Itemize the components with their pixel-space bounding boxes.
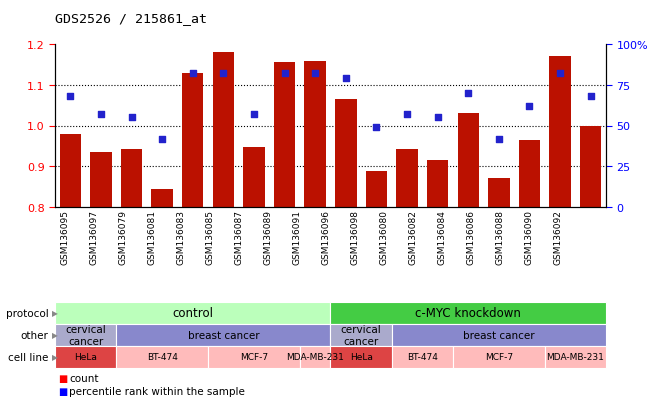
Text: ■: ■ <box>58 386 68 396</box>
Bar <box>90 153 111 207</box>
Text: GSM136086: GSM136086 <box>467 209 475 264</box>
Text: cervical
cancer: cervical cancer <box>340 325 381 346</box>
Bar <box>213 53 234 207</box>
Point <box>249 112 259 118</box>
Text: GSM136087: GSM136087 <box>234 209 243 264</box>
Text: cervical
cancer: cervical cancer <box>65 325 106 346</box>
Point <box>126 115 137 121</box>
Bar <box>458 114 479 207</box>
Bar <box>488 179 510 207</box>
Text: GSM136082: GSM136082 <box>408 209 417 264</box>
Bar <box>519 140 540 207</box>
Point <box>279 71 290 78</box>
Bar <box>274 63 296 207</box>
Text: other: other <box>21 330 48 340</box>
Text: GDS2526 / 215861_at: GDS2526 / 215861_at <box>55 12 207 25</box>
Text: MDA-MB-231: MDA-MB-231 <box>286 353 344 362</box>
Text: MCF-7: MCF-7 <box>485 353 513 362</box>
Text: MDA-MB-231: MDA-MB-231 <box>546 353 604 362</box>
Text: GSM136096: GSM136096 <box>322 209 331 264</box>
Text: breast cancer: breast cancer <box>463 330 534 340</box>
Text: GSM136095: GSM136095 <box>61 209 70 264</box>
Text: control: control <box>173 307 214 320</box>
Point <box>524 103 534 110</box>
Text: ■: ■ <box>58 373 68 383</box>
Text: cell line: cell line <box>8 352 48 362</box>
Text: GSM136089: GSM136089 <box>264 209 273 264</box>
Text: MCF-7: MCF-7 <box>240 353 268 362</box>
Point <box>463 90 473 97</box>
Text: GSM136097: GSM136097 <box>89 209 98 264</box>
Text: GSM136083: GSM136083 <box>176 209 186 264</box>
Text: GSM136081: GSM136081 <box>148 209 156 264</box>
Text: BT-474: BT-474 <box>407 353 437 362</box>
Point <box>65 94 76 100</box>
Bar <box>305 62 326 207</box>
Point <box>371 124 381 131</box>
Bar <box>549 57 571 207</box>
Point <box>432 115 443 121</box>
Text: HeLa: HeLa <box>350 353 372 362</box>
Text: GSM136080: GSM136080 <box>380 209 389 264</box>
Text: GSM136098: GSM136098 <box>350 209 359 264</box>
Bar <box>580 127 602 207</box>
Point <box>493 136 504 142</box>
Text: GSM136090: GSM136090 <box>525 209 534 264</box>
Text: ▶: ▶ <box>51 331 58 339</box>
Text: breast cancer: breast cancer <box>187 330 259 340</box>
Point <box>218 71 229 78</box>
Text: GSM136079: GSM136079 <box>118 209 128 264</box>
Bar <box>152 189 173 207</box>
Point <box>96 112 106 118</box>
Text: BT-474: BT-474 <box>146 353 178 362</box>
Point <box>187 71 198 78</box>
Text: percentile rank within the sample: percentile rank within the sample <box>69 386 245 396</box>
Bar <box>243 147 265 207</box>
Text: protocol: protocol <box>6 308 48 318</box>
Bar <box>182 74 204 207</box>
Bar <box>60 134 81 207</box>
Point <box>402 112 412 118</box>
Bar <box>335 100 357 207</box>
Text: GSM136092: GSM136092 <box>553 209 562 264</box>
Text: ▶: ▶ <box>51 353 58 362</box>
Point <box>157 136 167 142</box>
Text: GSM136088: GSM136088 <box>495 209 505 264</box>
Bar <box>427 160 449 207</box>
Text: HeLa: HeLa <box>74 353 97 362</box>
Bar <box>396 150 418 207</box>
Point <box>310 71 320 78</box>
Text: GSM136085: GSM136085 <box>206 209 214 264</box>
Point <box>585 94 596 100</box>
Bar <box>121 150 142 207</box>
Point <box>340 76 351 82</box>
Text: ▶: ▶ <box>51 309 58 318</box>
Bar <box>366 172 387 207</box>
Point <box>555 71 565 78</box>
Text: c-MYC knockdown: c-MYC knockdown <box>415 307 521 320</box>
Text: count: count <box>69 373 99 383</box>
Text: GSM136084: GSM136084 <box>437 209 447 264</box>
Text: GSM136091: GSM136091 <box>292 209 301 264</box>
